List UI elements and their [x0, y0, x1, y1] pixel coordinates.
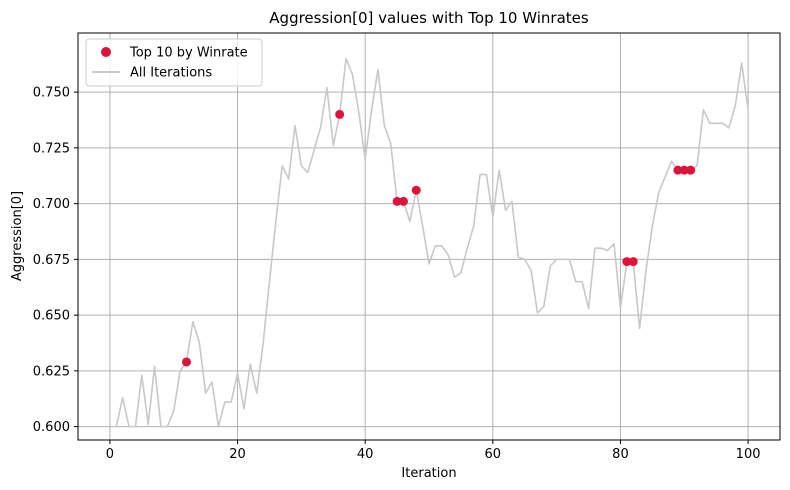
- scatter-point: [181, 357, 191, 367]
- y-axis-label: Aggression[0]: [10, 191, 25, 281]
- series-all-iterations: [109, 57, 749, 428]
- scatter-point: [622, 257, 632, 267]
- y-tick-label: 0.650: [33, 309, 70, 324]
- series-line-all-iterations: [109, 57, 749, 428]
- y-tick-label: 0.750: [33, 86, 70, 101]
- legend-box: [85, 38, 263, 87]
- x-tick-label: 80: [612, 447, 629, 462]
- legend-label-all-iterations: All Iterations: [130, 66, 212, 81]
- x-tick-label: 60: [485, 447, 502, 462]
- y-axis: 0.600 0.625 0.650 0.675 0.700 0.725 0.750: [33, 86, 78, 435]
- scatter-point: [628, 257, 638, 267]
- y-tick-label: 0.675: [33, 253, 70, 268]
- scatter-point: [679, 165, 689, 175]
- x-tick-label: 100: [736, 447, 761, 462]
- plot-frame: [77, 32, 781, 441]
- scatter-point: [411, 185, 421, 195]
- scatter-point: [335, 109, 345, 119]
- x-tick-label: 20: [229, 447, 246, 462]
- series-top-10: [181, 109, 696, 367]
- legend: Top 10 by Winrate All Iterations: [85, 38, 263, 87]
- scatter-point: [673, 165, 683, 175]
- legend-label-top-10: Top 10 by Winrate: [129, 46, 248, 61]
- chart-title: Aggression[0] values with Top 10 Winrate…: [269, 9, 589, 27]
- x-tick-label: 0: [106, 447, 114, 462]
- scatter-point: [398, 196, 408, 206]
- scatter-point: [392, 196, 402, 206]
- y-tick-label: 0.625: [33, 364, 70, 379]
- y-tick-label: 0.700: [33, 197, 70, 212]
- x-tick-label: 40: [357, 447, 374, 462]
- x-axis-label: Iteration: [401, 466, 456, 481]
- legend-marker-top-10: [101, 47, 111, 57]
- x-axis: 0 20 40 60 80 100: [106, 440, 761, 462]
- scatter-point: [686, 165, 696, 175]
- y-tick-label: 0.600: [33, 420, 70, 435]
- y-tick-label: 0.725: [33, 141, 70, 156]
